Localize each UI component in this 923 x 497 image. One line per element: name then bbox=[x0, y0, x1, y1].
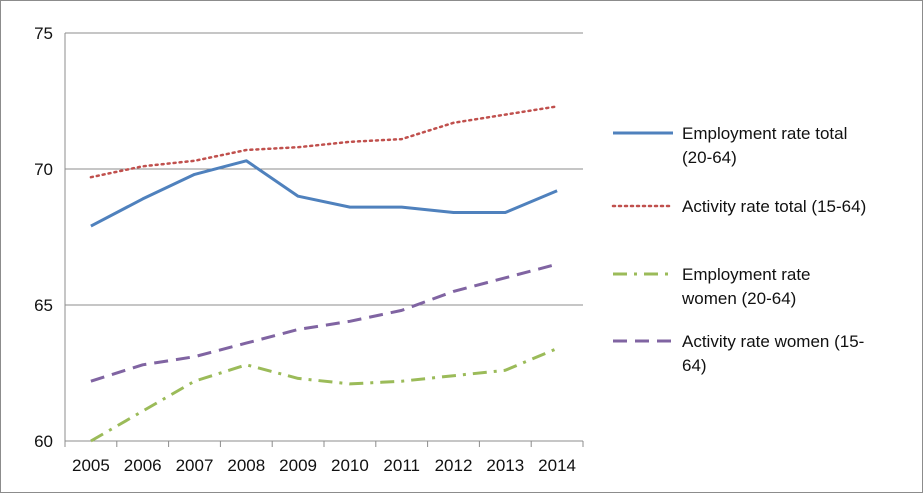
legend-entry-4: Activity rate women (15- 64) bbox=[613, 332, 864, 375]
axes bbox=[65, 33, 583, 447]
x-tick-label: 2007 bbox=[176, 456, 214, 475]
x-tick-label: 2014 bbox=[538, 456, 576, 475]
legend-label: Activity rate total (15-64) bbox=[682, 197, 866, 216]
x-tick-label: 2010 bbox=[331, 456, 369, 475]
legend-entry-1: Employment rate total (20-64) bbox=[613, 124, 847, 167]
series-4 bbox=[91, 264, 557, 381]
legend-label: women (20-64) bbox=[681, 289, 796, 308]
series-line bbox=[91, 106, 557, 177]
series-1 bbox=[91, 161, 557, 226]
series-lines bbox=[91, 106, 557, 441]
legend: Employment rate total (20-64) Activity rat… bbox=[613, 124, 866, 375]
legend-entry-3: Employment rate women (20-64) bbox=[613, 265, 811, 308]
y-tick-labels: 60 65 70 75 bbox=[34, 24, 53, 451]
legend-label: Employment rate bbox=[682, 265, 811, 284]
legend-label: (20-64) bbox=[682, 148, 737, 167]
legend-label: Employment rate total bbox=[682, 124, 847, 143]
y-tick-label: 60 bbox=[34, 432, 53, 451]
series-2 bbox=[91, 106, 557, 177]
legend-label: 64) bbox=[682, 356, 707, 375]
y-tick-label: 75 bbox=[34, 24, 53, 43]
x-tick-labels: 2005 2006 2007 2008 2009 2010 2011 2012 2013 2014 bbox=[72, 456, 576, 475]
x-tick-label: 2006 bbox=[124, 456, 162, 475]
series-line bbox=[91, 264, 557, 381]
legend-entry-2: Activity rate total (15-64) bbox=[613, 197, 866, 216]
series-line bbox=[91, 161, 557, 226]
x-tick-label: 2009 bbox=[279, 456, 317, 475]
gridlines bbox=[65, 33, 583, 305]
y-tick-label: 65 bbox=[34, 296, 53, 315]
y-tick-label: 70 bbox=[34, 160, 53, 179]
legend-label: Activity rate women (15- bbox=[682, 332, 864, 351]
x-tick-label: 2005 bbox=[72, 456, 110, 475]
x-tick-label: 2013 bbox=[486, 456, 524, 475]
x-tick-label: 2008 bbox=[227, 456, 265, 475]
x-tick-label: 2012 bbox=[435, 456, 473, 475]
x-tick-label: 2011 bbox=[383, 456, 420, 475]
